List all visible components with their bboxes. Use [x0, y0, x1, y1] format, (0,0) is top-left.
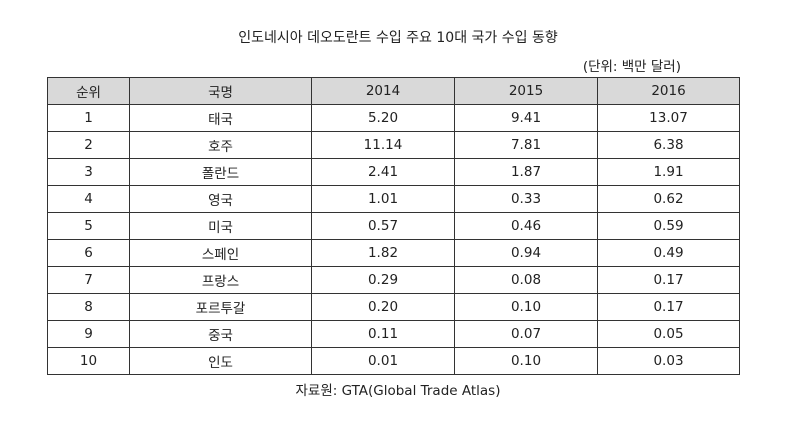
table-body: 1 태국 5.20 9.41 13.07 2 호주 11.14 7.81 6.38 3 폴란드 2.41…	[47, 104, 740, 375]
country-cell: 호주	[129, 131, 312, 159]
table-row: 1 태국 5.20 9.41 13.07	[47, 104, 740, 132]
value-2014-cell: 0.29	[311, 266, 455, 294]
value-2016-cell: 13.07	[597, 104, 740, 132]
value-2014-cell: 0.11	[311, 320, 455, 348]
table-row: 8 포르투갈 0.20 0.10 0.17	[47, 293, 740, 321]
value-2014-cell: 1.82	[311, 239, 455, 267]
value-2015-cell: 9.41	[454, 104, 598, 132]
table-row: 2 호주 11.14 7.81 6.38	[47, 131, 740, 159]
header-row: 순위 국명 2014 2015 2016	[47, 77, 740, 105]
value-2015-cell: 0.10	[454, 347, 598, 375]
rank-cell: 4	[47, 185, 130, 213]
value-2016-cell: 0.17	[597, 293, 740, 321]
value-2016-cell: 0.05	[597, 320, 740, 348]
unit-label: (단위: 백만 달러)	[582, 59, 681, 75]
value-2015-cell: 0.94	[454, 239, 598, 267]
rank-cell: 3	[47, 158, 130, 186]
value-2014-cell: 0.01	[311, 347, 455, 375]
value-2016-cell: 6.38	[597, 131, 740, 159]
table-title: 인도네시아 데오도란트 수입 주요 10대 국가 수입 동향	[238, 30, 558, 46]
value-2016-cell: 1.91	[597, 158, 740, 186]
rank-cell: 5	[47, 212, 130, 240]
country-cell: 미국	[129, 212, 312, 240]
value-2014-cell: 5.20	[311, 104, 455, 132]
header-rank: 순위	[47, 77, 130, 105]
table-row: 5 미국 0.57 0.46 0.59	[47, 212, 740, 240]
value-2015-cell: 7.81	[454, 131, 598, 159]
table-row: 6 스페인 1.82 0.94 0.49	[47, 239, 740, 267]
value-2014-cell: 11.14	[311, 131, 455, 159]
value-2014-cell: 0.20	[311, 293, 455, 321]
table-row: 4 영국 1.01 0.33 0.62	[47, 185, 740, 213]
rank-cell: 9	[47, 320, 130, 348]
value-2016-cell: 0.59	[597, 212, 740, 240]
country-cell: 인도	[129, 347, 312, 375]
header-year-2016: 2016	[597, 77, 740, 105]
header-year-2015: 2015	[454, 77, 598, 105]
value-2015-cell: 0.33	[454, 185, 598, 213]
import-table: 순위 국명 2014 2015 2016 1 태국 5.20 9.41 13.07 2 호주…	[47, 77, 740, 375]
table-row: 3 폴란드 2.41 1.87 1.91	[47, 158, 740, 186]
value-2016-cell: 0.17	[597, 266, 740, 294]
value-2015-cell: 0.10	[454, 293, 598, 321]
country-cell: 스페인	[129, 239, 312, 267]
rank-cell: 1	[47, 104, 130, 132]
value-2016-cell: 0.62	[597, 185, 740, 213]
rank-cell: 6	[47, 239, 130, 267]
country-cell: 프랑스	[129, 266, 312, 294]
table-row: 7 프랑스 0.29 0.08 0.17	[47, 266, 740, 294]
source-note: 자료원: GTA(Global Trade Atlas)	[295, 383, 501, 399]
value-2015-cell: 0.07	[454, 320, 598, 348]
rank-cell: 10	[47, 347, 130, 375]
value-2015-cell: 0.08	[454, 266, 598, 294]
rank-cell: 8	[47, 293, 130, 321]
value-2015-cell: 0.46	[454, 212, 598, 240]
country-cell: 중국	[129, 320, 312, 348]
value-2016-cell: 0.49	[597, 239, 740, 267]
table-row: 9 중국 0.11 0.07 0.05	[47, 320, 740, 348]
table-row: 10 인도 0.01 0.10 0.03	[47, 347, 740, 375]
rank-cell: 2	[47, 131, 130, 159]
country-cell: 태국	[129, 104, 312, 132]
value-2014-cell: 2.41	[311, 158, 455, 186]
country-cell: 포르투갈	[129, 293, 312, 321]
header-country: 국명	[129, 77, 312, 105]
value-2016-cell: 0.03	[597, 347, 740, 375]
header-year-2014: 2014	[311, 77, 455, 105]
value-2014-cell: 0.57	[311, 212, 455, 240]
value-2014-cell: 1.01	[311, 185, 455, 213]
country-cell: 영국	[129, 185, 312, 213]
country-cell: 폴란드	[129, 158, 312, 186]
rank-cell: 7	[47, 266, 130, 294]
value-2015-cell: 1.87	[454, 158, 598, 186]
